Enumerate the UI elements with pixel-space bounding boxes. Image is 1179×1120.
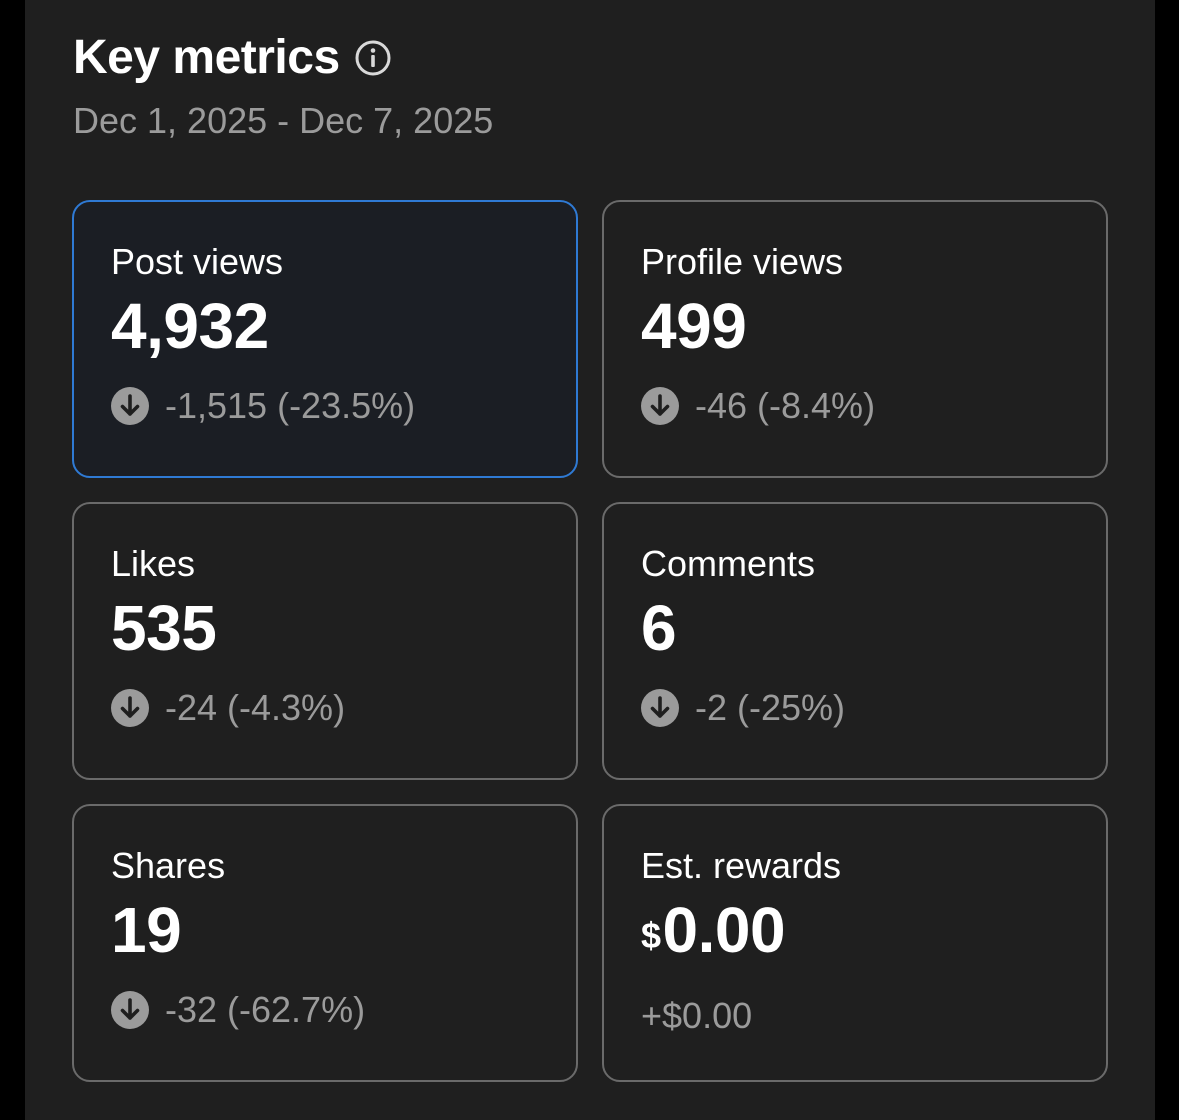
metric-label: Est. rewards xyxy=(641,845,842,886)
metric-change-text: -46 (-8.4%) xyxy=(695,385,876,426)
metric-change-text: -32 (-62.7%) xyxy=(165,989,366,1030)
metric-change: +$0.00 xyxy=(641,994,1106,1038)
arrow-down-circle-icon xyxy=(641,387,679,425)
page-title: Key metrics xyxy=(73,31,340,84)
metric-card-profile-views[interactable]: Profile views 499 -46 (-8.4%) xyxy=(602,200,1108,478)
metrics-grid: Post views 4,932 -1,515 (-23.5%) Profile… xyxy=(72,200,1108,1082)
date-range: Dec 1, 2025 - Dec 7, 2025 xyxy=(73,100,494,141)
metric-card-post-views[interactable]: Post views 4,932 -1,515 (-23.5%) xyxy=(72,200,578,478)
currency-symbol: $ xyxy=(641,915,661,956)
metric-value: 6 xyxy=(641,592,677,664)
metric-change: -24 (-4.3%) xyxy=(111,686,576,730)
key-metrics-header: Key metrics xyxy=(73,30,392,85)
metric-label: Post views xyxy=(111,241,284,282)
key-metrics-panel: Key metrics Dec 1, 2025 - Dec 7, 2025 Po… xyxy=(25,0,1155,1120)
metric-card-likes[interactable]: Likes 535 -24 (-4.3%) xyxy=(72,502,578,780)
metric-label: Likes xyxy=(111,543,196,584)
metric-change-text: -24 (-4.3%) xyxy=(165,687,346,728)
metric-change-text: -1,515 (-23.5%) xyxy=(165,385,416,426)
metric-card-comments[interactable]: Comments 6 -2 (-25%) xyxy=(602,502,1108,780)
arrow-down-circle-icon xyxy=(111,991,149,1029)
arrow-down-circle-icon xyxy=(111,387,149,425)
metric-change-text: -2 (-25%) xyxy=(695,687,846,728)
metric-change: -46 (-8.4%) xyxy=(641,384,1106,428)
metric-change: -32 (-62.7%) xyxy=(111,988,576,1032)
metric-value: 535 xyxy=(111,592,217,664)
metric-card-shares[interactable]: Shares 19 -32 (-62.7%) xyxy=(72,804,578,1082)
arrow-down-circle-icon xyxy=(641,689,679,727)
metric-change-text: +$0.00 xyxy=(641,995,753,1036)
metric-value: 19 xyxy=(111,894,182,966)
metric-value: 499 xyxy=(641,290,747,362)
metric-value: 4,932 xyxy=(111,290,269,362)
metric-label: Comments xyxy=(641,543,816,584)
metric-change: -1,515 (-23.5%) xyxy=(111,384,576,428)
metric-card-est-rewards[interactable]: Est. rewards $0.00 +$0.00 xyxy=(602,804,1108,1082)
metric-label: Shares xyxy=(111,845,226,886)
metric-value-number: 0.00 xyxy=(662,894,786,966)
arrow-down-circle-icon xyxy=(111,689,149,727)
metric-label: Profile views xyxy=(641,241,844,282)
metric-value: $0.00 xyxy=(641,892,1106,974)
info-icon[interactable] xyxy=(354,39,392,77)
metric-change: -2 (-25%) xyxy=(641,686,1106,730)
